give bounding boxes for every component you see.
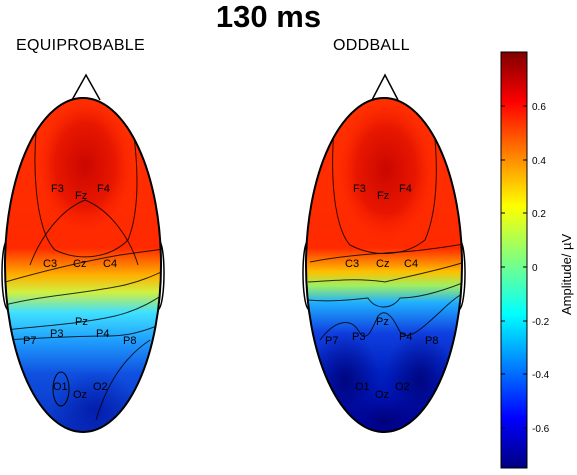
oddball-label: ODDBALL [333,37,410,54]
electrode-label: Fz [377,190,389,202]
oddball-electrodes: F3 Fz F4 C3 Cz C4 P7 P3 Pz P4 P8 O1 Oz O… [325,183,438,401]
equiprobable-scalp-outline [4,97,162,433]
colorbar-tick-label: -0.6 [532,424,550,435]
colorbar-tick-label: -0.2 [532,317,550,328]
equiprobable-electrodes: F3 Fz F4 C3 Cz C4 P7 P3 Pz P4 P8 O1 Oz O… [23,183,136,401]
electrode-label: P8 [425,335,438,347]
nose-icon [71,73,101,101]
electrode-label: Oz [375,389,389,401]
electrode-label: P4 [96,328,109,340]
electrode-label: C4 [103,258,117,270]
electrode-label: Pz [376,316,389,328]
colorbar-scale [500,51,528,469]
equiprobable-label: EQUIPROBABLE [16,37,145,54]
electrode-label: C3 [43,258,57,270]
electrode-label: C3 [345,258,359,270]
equiprobable-head [1,73,165,433]
electrode-label: Cz [376,258,389,270]
electrode-label: P7 [325,335,338,347]
nose-icon [371,73,399,101]
electrode-label: O2 [395,381,410,393]
electrode-label: P7 [23,335,36,347]
colorbar-tick-label: 0 [532,263,538,274]
colorbar-tick-label: 0.6 [532,102,546,113]
electrode-label: Cz [73,258,86,270]
colorbar-tick-label: -0.4 [532,370,550,381]
electrode-label: Fz [75,190,87,202]
electrode-label: Oz [73,389,87,401]
latency-title: 130 ms [215,0,322,34]
electrode-label: O2 [93,381,108,393]
electrode-label: P4 [399,331,412,343]
electrode-label: Pz [75,316,88,328]
electrode-label: P8 [123,335,136,347]
oddball-scalp-outline [305,97,463,433]
electrode-label: F4 [399,183,412,195]
electrode-label: F3 [353,183,366,195]
electrode-label: P3 [50,328,63,340]
colorbar-tick-label: 0.4 [532,156,546,167]
electrode-label: P3 [352,331,365,343]
colorbar: 0.6 0.4 0.2 0 -0.2 -0.4 -0.6 Amplitude/ … [500,51,574,469]
electrode-label: F3 [51,183,64,195]
electrode-label: F4 [97,183,110,195]
colorbar-axis-label: Amplitude/ µV [559,233,574,315]
colorbar-tick-label: 0.2 [532,209,546,220]
electrode-label: O1 [53,381,68,393]
electrode-label: O1 [355,381,370,393]
electrode-label: C4 [404,258,418,270]
